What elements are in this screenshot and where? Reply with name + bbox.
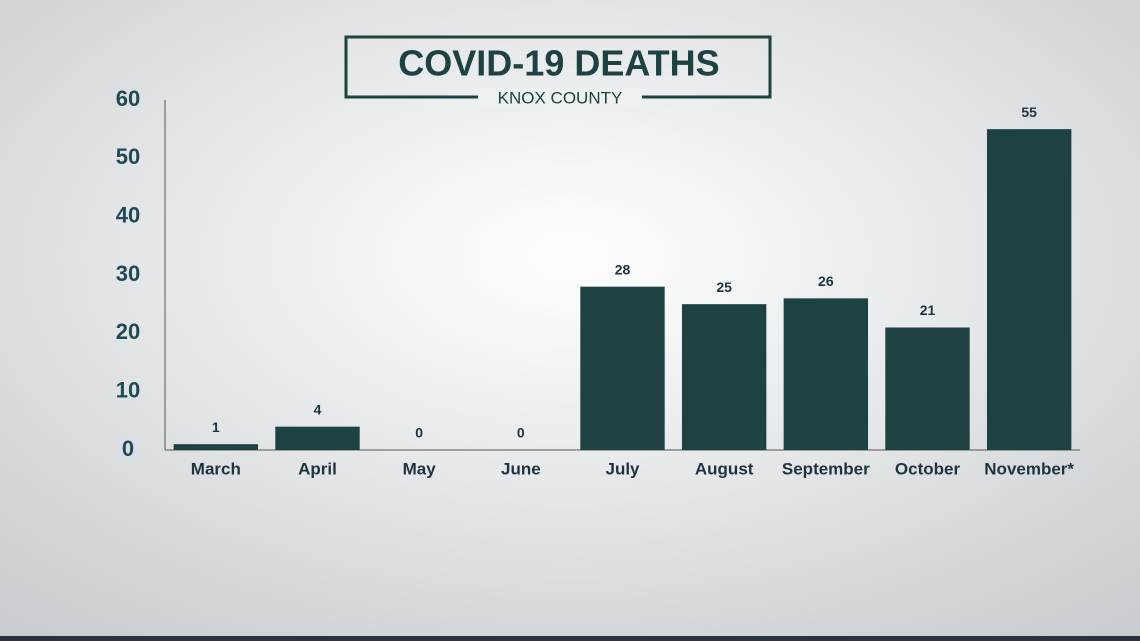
bar [173, 444, 259, 450]
x-tick-label: April [298, 459, 337, 478]
x-tick-label: October [895, 459, 961, 478]
x-tick-label: June [501, 459, 541, 478]
y-tick-label: 30 [116, 261, 140, 286]
bar [681, 304, 767, 450]
value-label: 25 [716, 279, 732, 295]
x-tick-label: March [191, 459, 241, 478]
value-label: 0 [415, 425, 423, 441]
bar [580, 286, 665, 450]
bar [783, 298, 869, 450]
bar [885, 327, 970, 450]
x-tick-label: September [782, 459, 870, 478]
value-label: 4 [314, 401, 322, 417]
y-tick-label: 60 [116, 86, 140, 111]
y-tick-label: 40 [116, 202, 140, 227]
subtitle-gap [478, 88, 642, 108]
bar [275, 426, 360, 450]
x-tick-label: November* [984, 459, 1074, 478]
y-tick-label: 0 [122, 436, 134, 461]
value-label: 1 [212, 419, 220, 435]
chart-title: COVID-19 DEATHS [398, 43, 719, 84]
value-label: 55 [1021, 104, 1037, 120]
x-tick-label: July [605, 459, 640, 478]
y-tick-label: 50 [116, 144, 140, 169]
x-tick-label: May [403, 459, 437, 478]
bottom-strip [0, 636, 1140, 641]
chart-subtitle: KNOX COUNTY [498, 88, 623, 107]
x-tick-label: August [695, 459, 754, 478]
value-label: 28 [615, 261, 631, 277]
y-tick-label: 20 [116, 319, 140, 344]
y-tick-label: 10 [116, 377, 140, 402]
value-label: 0 [517, 425, 525, 441]
value-label: 21 [920, 302, 936, 318]
bar [986, 129, 1072, 450]
value-label: 26 [818, 273, 834, 289]
